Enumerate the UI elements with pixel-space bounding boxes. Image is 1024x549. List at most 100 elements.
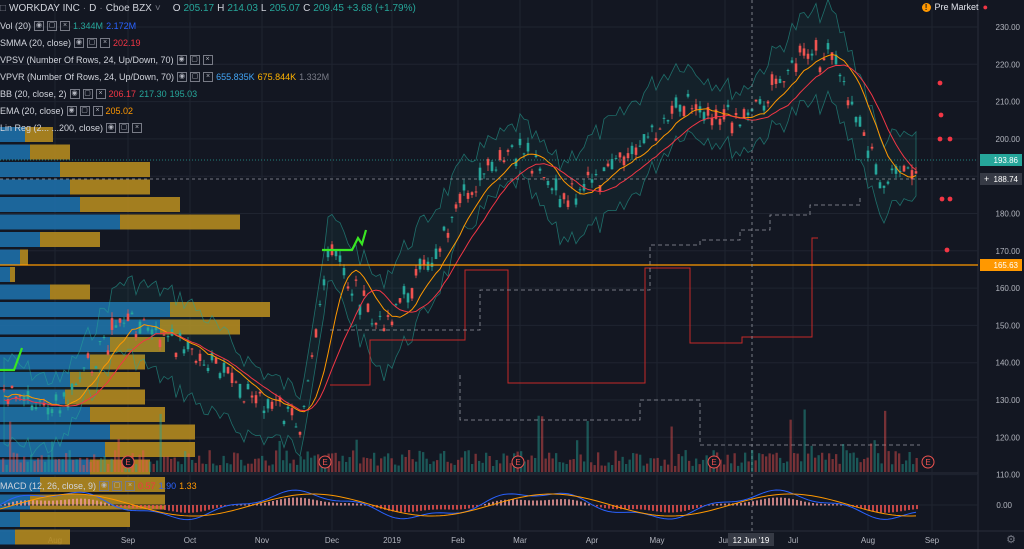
indicator-row[interactable]: Lin Reg (2... ...200, close) ◉ ▢ ×	[0, 121, 143, 135]
eye-icon[interactable]: ◉	[66, 106, 77, 116]
macd-hist-bar	[0, 505, 2, 506]
symbol-exchange[interactable]: Cboe BZX	[105, 3, 152, 14]
close-icon[interactable]: ×	[100, 38, 111, 48]
close-icon[interactable]: ×	[132, 123, 143, 133]
macd-legend[interactable]: MACD (12, 26, close, 9) ◉ ▢ × 0.57 1.90 …	[0, 479, 197, 493]
candle-body	[410, 288, 414, 299]
collapse-icon[interactable]: □	[0, 3, 7, 14]
vp-up-bar	[0, 214, 120, 230]
macd-hist-bar	[716, 503, 718, 506]
settings-icon[interactable]: ▢	[112, 481, 123, 491]
symbol-name[interactable]: WORKDAY INC	[9, 3, 80, 14]
eye-icon[interactable]: ◉	[69, 89, 80, 99]
close-icon[interactable]: ×	[125, 481, 136, 491]
macd-hist-bar	[400, 505, 402, 513]
indicator-row[interactable]: SMMA (20, close) ◉ ▢ × 202.19	[0, 36, 141, 50]
gear-icon[interactable]: ⚙	[1006, 534, 1016, 546]
eye-icon[interactable]: ◉	[74, 38, 85, 48]
volume-bar	[467, 450, 470, 472]
macd-hist-bar	[856, 505, 858, 508]
symbol-header[interactable]: □ WORKDAY INC · D · Cboe BZX ˅ O 205.17 H…	[0, 3, 416, 14]
macd-hist-bar	[544, 500, 546, 506]
settings-icon[interactable]: ▢	[47, 21, 58, 31]
time-axis[interactable]: AugSepOctNovDec2019FebMarAprMayJunJulAug…	[48, 536, 940, 545]
macd-hist-bar	[488, 502, 490, 506]
macd-hist-bar	[108, 503, 110, 506]
volume-bar	[474, 453, 477, 472]
volume-bar	[908, 452, 911, 472]
settings-icon[interactable]: ▢	[82, 89, 93, 99]
settings-icon[interactable]: ▢	[190, 72, 201, 82]
macd-hist-bar	[132, 505, 134, 509]
symbol-interval[interactable]: D	[89, 3, 97, 14]
price-scale[interactable]: 230.00220.00210.00200.00190.00180.00170.…	[996, 23, 1021, 480]
volume-bar	[460, 457, 463, 472]
settings-icon[interactable]: ▢	[119, 123, 130, 133]
macd-hist-bar	[404, 505, 406, 513]
eye-icon[interactable]: ◉	[177, 72, 188, 82]
eye-icon[interactable]: ◉	[34, 21, 45, 31]
vp-down-bar	[40, 477, 165, 492]
earnings-marker-icon[interactable]	[511, 455, 525, 469]
close-icon[interactable]: ×	[203, 72, 214, 82]
eye-icon[interactable]: ◉	[176, 55, 187, 65]
close-icon[interactable]: ×	[60, 21, 71, 31]
macd-hist-bar	[204, 505, 206, 511]
signal-dot	[947, 136, 953, 142]
volume-bar	[16, 453, 19, 472]
candle-body	[794, 63, 798, 72]
eye-icon[interactable]: ◉	[99, 481, 110, 491]
drawing-arrow[interactable]	[322, 229, 368, 252]
earnings-marker-icon[interactable]	[921, 455, 935, 469]
candle-body	[874, 164, 878, 175]
chevron-down-icon[interactable]: ˅	[154, 3, 161, 14]
earnings-marker-icon[interactable]	[318, 455, 332, 469]
candle-body	[238, 383, 242, 398]
vp-down-bar	[10, 267, 15, 282]
candle-body	[22, 397, 26, 402]
close-icon[interactable]: ×	[95, 89, 106, 99]
volume-bar	[264, 460, 267, 472]
candle-body	[206, 367, 210, 372]
plus-icon[interactable]: +	[984, 174, 989, 184]
macd-hist-bar	[504, 499, 506, 506]
close-icon[interactable]: ×	[92, 106, 103, 116]
macd-hist-bar	[508, 499, 510, 506]
price-tag[interactable]	[980, 259, 1022, 271]
indicator-label: VPSV (Number Of Rows, 24, Up/Down, 70)	[0, 55, 174, 65]
volume-bar	[2, 458, 5, 472]
volume-bar	[226, 463, 229, 472]
eye-icon[interactable]: ◉	[106, 123, 117, 133]
indicator-row[interactable]: Vol (20) ◉ ▢ × 1.344M 2.172M	[0, 19, 136, 33]
volume-bar	[740, 462, 743, 472]
settings-icon[interactable]: ▢	[87, 38, 98, 48]
indicator-row[interactable]: VPSV (Number Of Rows, 24, Up/Down, 70) ◉ ▢…	[0, 53, 213, 67]
macd-hist-bar	[684, 505, 686, 511]
indicator-row[interactable]: VPVR (Number Of Rows, 24, Up/Down, 70) ◉ ▢…	[0, 70, 329, 84]
candle-body	[58, 410, 62, 414]
close-icon[interactable]: ×	[202, 55, 213, 65]
earnings-marker-icon[interactable]	[707, 455, 721, 469]
macd-hist-bar	[188, 505, 190, 513]
volume-bar	[660, 465, 663, 472]
candle-body	[402, 286, 406, 295]
macd-hist-bar	[160, 505, 162, 510]
price-tag[interactable]	[980, 173, 1022, 185]
ohlc-close: 209.45	[313, 3, 344, 14]
settings-icon[interactable]: ▢	[189, 55, 200, 65]
drawing-arrow[interactable]	[0, 347, 24, 372]
candle-body	[914, 171, 918, 174]
premarket-status[interactable]: ! Pre Market ●	[921, 2, 988, 12]
earnings-marker-icon[interactable]	[121, 455, 135, 469]
indicator-row[interactable]: EMA (20, close) ◉ ▢ × 205.02	[0, 104, 133, 118]
settings-icon[interactable]: ▢	[79, 106, 90, 116]
macd-hist-bar	[628, 505, 630, 510]
price-tag[interactable]	[980, 154, 1022, 166]
volume-bar	[635, 453, 638, 472]
indicator-row[interactable]: BB (20, close, 2) ◉ ▢ × 206.17 217.30 195.03	[0, 87, 197, 101]
volume-bar	[380, 458, 383, 472]
candle-body	[854, 116, 858, 123]
volume-bar	[593, 465, 596, 472]
